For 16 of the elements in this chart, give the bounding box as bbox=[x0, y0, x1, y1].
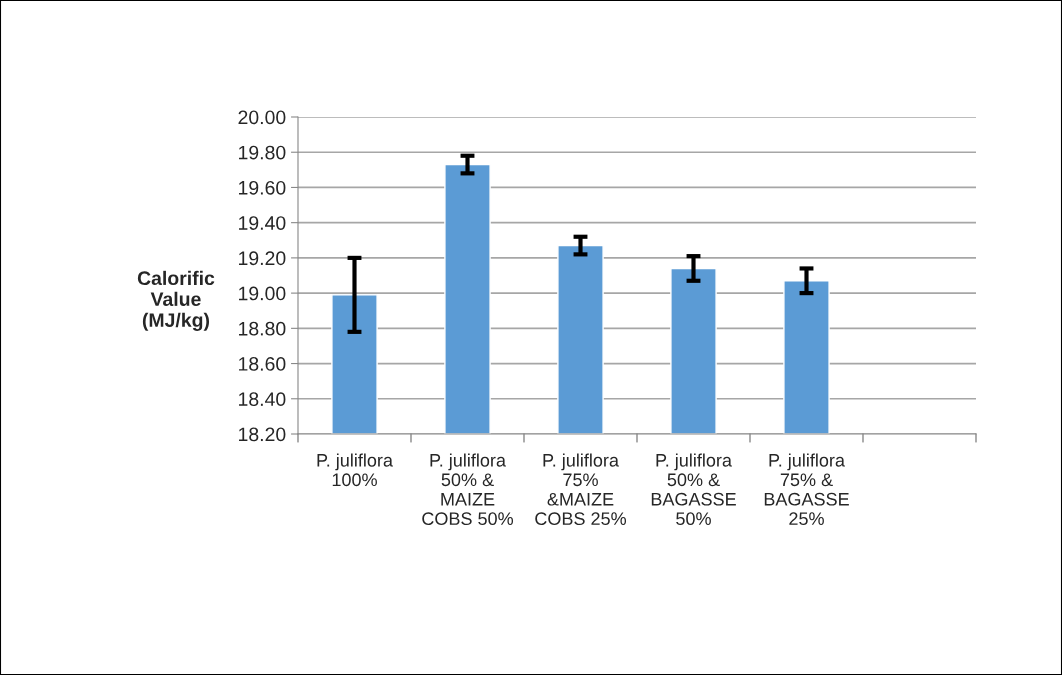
x-tick-label: P. juliflora 50% & BAGASSE 50% bbox=[651, 453, 736, 526]
x-tick-label: P. juliflora 75% &MAIZE COBS 25% bbox=[535, 453, 627, 526]
x-tick-label: P. juliflora 75% & BAGASSE 25% bbox=[764, 453, 849, 526]
y-axis-title: Calorific Value (MJ/kg) bbox=[137, 270, 215, 331]
y-tick-label: 19.60 bbox=[239, 180, 286, 195]
y-tick-label: 18.60 bbox=[239, 357, 286, 371]
y-tick-label: 19.20 bbox=[239, 251, 286, 266]
y-tick-label: 18.40 bbox=[239, 392, 286, 407]
y-tick-label: 18.20 bbox=[239, 427, 286, 442]
y-tick-label: 18.80 bbox=[239, 321, 286, 336]
y-tick-label: 19.80 bbox=[239, 145, 286, 160]
y-tick-label: 20.00 bbox=[238, 110, 286, 125]
y-tick-label: 19.40 bbox=[239, 216, 286, 230]
x-tick-label: P. juliflora 50% & MAIZE COBS 50% bbox=[422, 453, 514, 526]
x-tick-label: P. juliflora 100% bbox=[317, 453, 393, 487]
y-tick-label: 19.00 bbox=[239, 286, 286, 301]
